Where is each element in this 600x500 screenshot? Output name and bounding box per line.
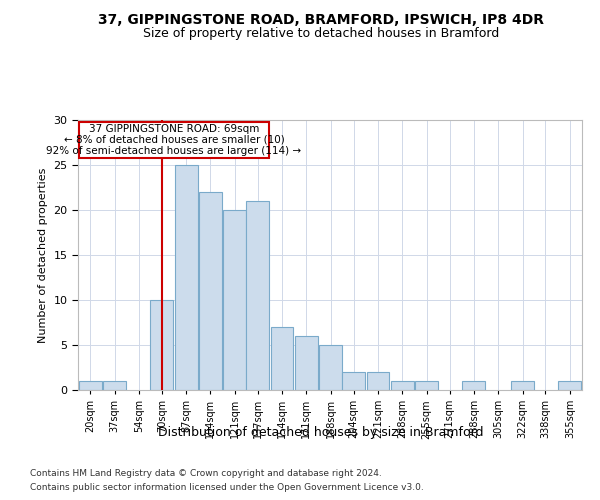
Bar — [295, 336, 318, 390]
Bar — [103, 381, 126, 390]
Bar — [415, 381, 438, 390]
Text: Contains HM Land Registry data © Crown copyright and database right 2024.: Contains HM Land Registry data © Crown c… — [30, 470, 382, 478]
Text: ← 8% of detached houses are smaller (10): ← 8% of detached houses are smaller (10) — [64, 135, 284, 145]
Bar — [342, 372, 365, 390]
Text: Contains public sector information licensed under the Open Government Licence v3: Contains public sector information licen… — [30, 483, 424, 492]
Bar — [175, 165, 197, 390]
Bar — [151, 300, 173, 390]
Bar — [511, 381, 534, 390]
Bar — [79, 122, 269, 158]
Text: 37 GIPPINGSTONE ROAD: 69sqm: 37 GIPPINGSTONE ROAD: 69sqm — [89, 124, 259, 134]
Bar — [271, 327, 293, 390]
Bar — [79, 381, 101, 390]
Bar — [246, 201, 269, 390]
Text: 37, GIPPINGSTONE ROAD, BRAMFORD, IPSWICH, IP8 4DR: 37, GIPPINGSTONE ROAD, BRAMFORD, IPSWICH… — [98, 12, 544, 26]
Text: 92% of semi-detached houses are larger (114) →: 92% of semi-detached houses are larger (… — [46, 146, 301, 156]
Bar — [391, 381, 414, 390]
Bar — [463, 381, 485, 390]
Bar — [559, 381, 581, 390]
Bar — [319, 345, 342, 390]
Bar — [199, 192, 222, 390]
Text: Size of property relative to detached houses in Bramford: Size of property relative to detached ho… — [143, 28, 499, 40]
Bar — [223, 210, 246, 390]
Y-axis label: Number of detached properties: Number of detached properties — [38, 168, 48, 342]
Bar — [367, 372, 389, 390]
Text: Distribution of detached houses by size in Bramford: Distribution of detached houses by size … — [158, 426, 484, 439]
